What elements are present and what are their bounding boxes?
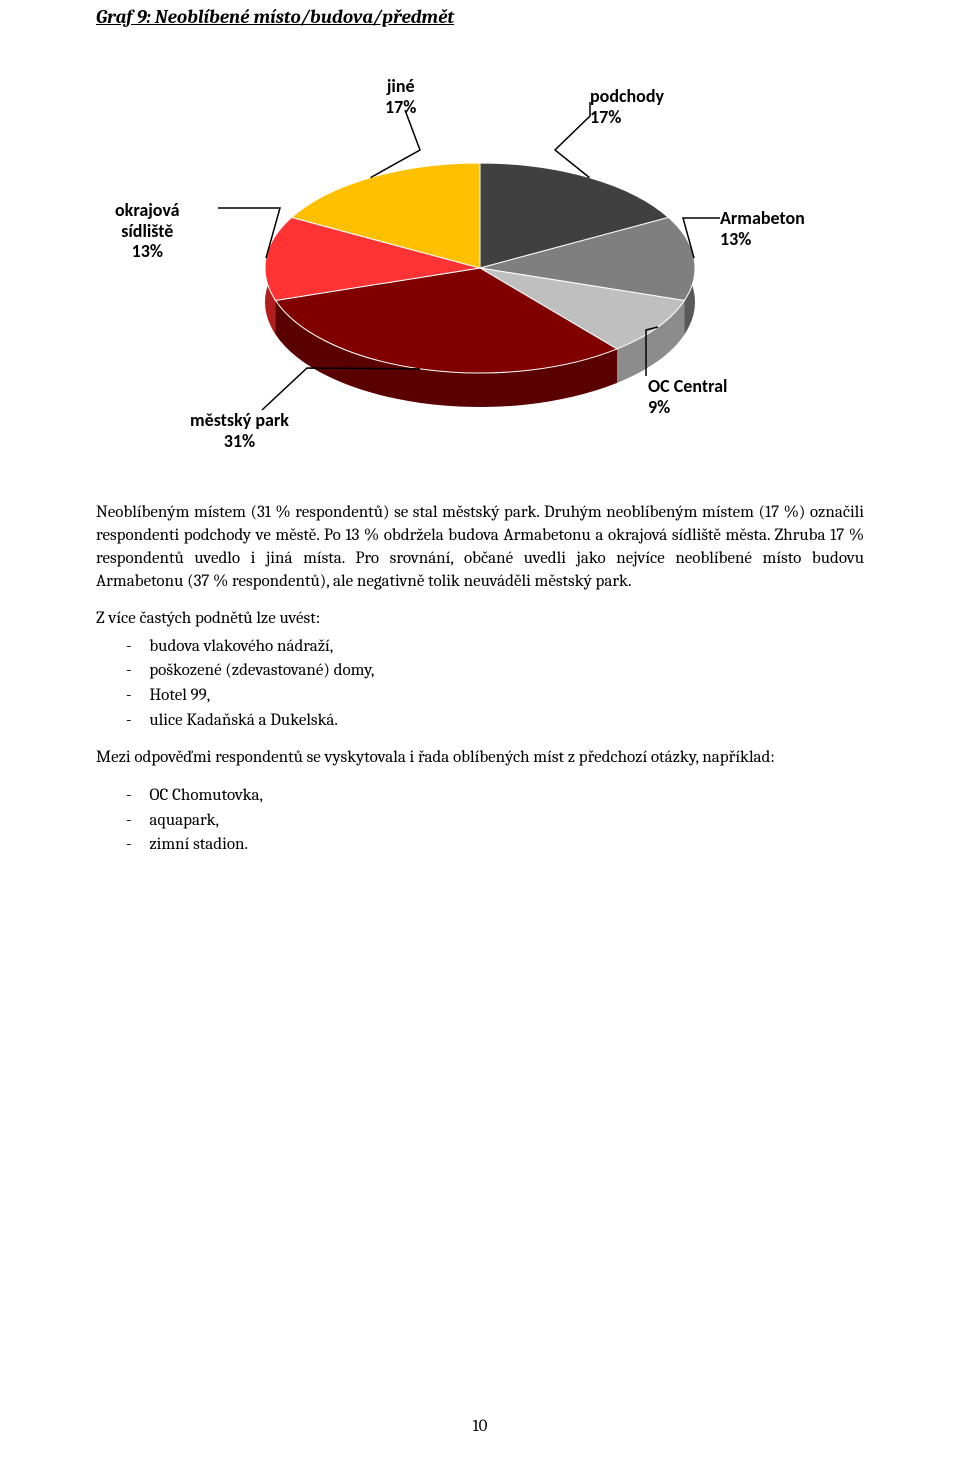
pie-label-armabeton: Armabeton13% xyxy=(720,208,805,249)
body-paragraph-1: Neoblíbeným místem (31 % respondentů) se… xyxy=(96,502,864,594)
list-item: budova vlakového nádraží, xyxy=(148,635,864,660)
chart-title: Graf 9: Neoblíbené místo/budova/předmět xyxy=(96,6,864,28)
list1-intro: Z více častých podnětů lze uvést: xyxy=(96,608,864,631)
body-paragraph-2: Mezi odpověďmi respondentů se vyskytoval… xyxy=(96,747,864,770)
pie-label-oc_central: OC Central9% xyxy=(648,376,727,417)
list-item: zimní stadion. xyxy=(148,833,864,858)
list2: OC Chomutovka,aquapark,zimní stadion. xyxy=(96,784,864,858)
leader-line xyxy=(371,110,420,178)
list-item: aquapark, xyxy=(148,809,864,834)
list-item: ulice Kadaňská a Dukelská. xyxy=(148,709,864,734)
page-number: 10 xyxy=(0,1417,960,1436)
pie-label-okrajova_sidliste: okrajovásídliště13% xyxy=(115,200,180,262)
pie-label-jine: jiné17% xyxy=(385,76,416,117)
list-item: poškozené (zdevastované) domy, xyxy=(148,659,864,684)
list-item: OC Chomutovka, xyxy=(148,784,864,809)
pie-label-mestsky_park: městský park31% xyxy=(190,410,289,451)
pie-chart: podchody17% Armabeton13% OC Central9% městs… xyxy=(100,58,860,478)
pie-label-podchody: podchody17% xyxy=(590,86,664,127)
leader-line xyxy=(555,102,590,178)
list1: budova vlakového nádraží,poškozené (zdev… xyxy=(96,635,864,734)
list-item: Hotel 99, xyxy=(148,684,864,709)
